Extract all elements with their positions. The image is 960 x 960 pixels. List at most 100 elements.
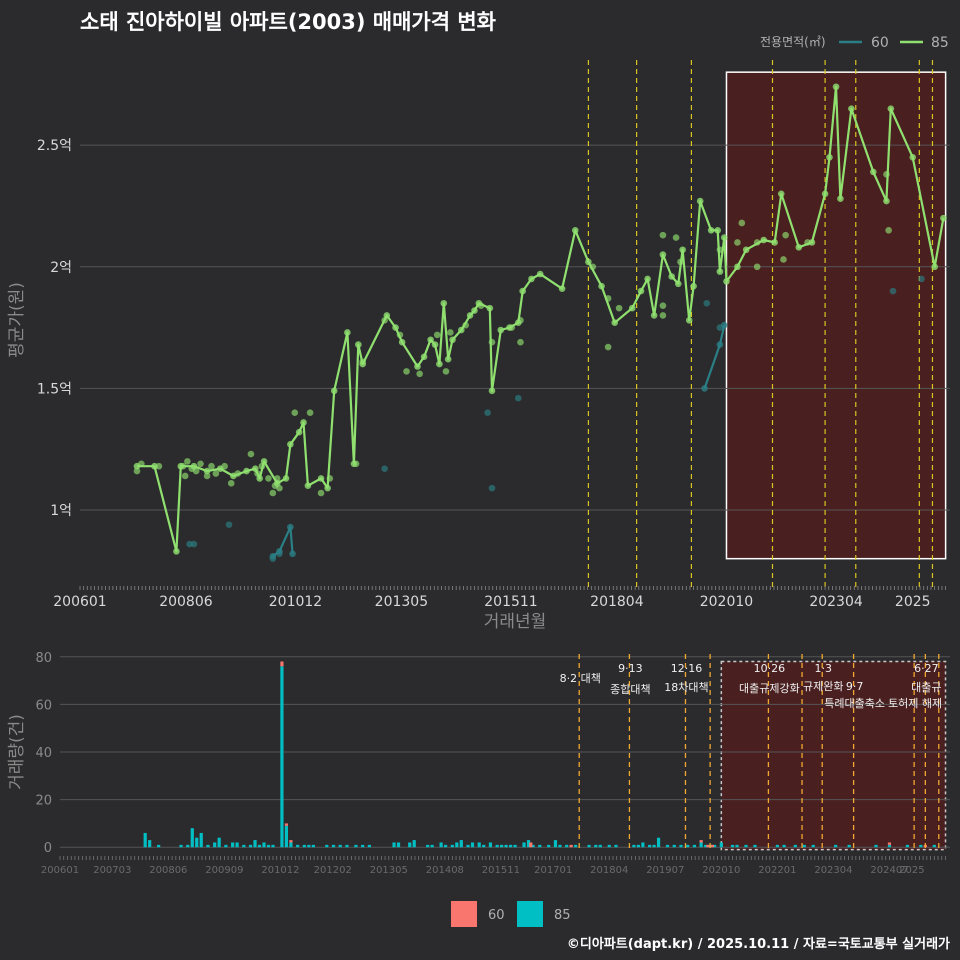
line-point-85 [431,341,439,348]
bar-85 [513,844,517,848]
bar-85 [607,844,611,848]
legend-bottom-label-60: 60 [488,908,505,923]
bar-85 [459,840,463,848]
x-tick-label: 200601 [41,865,79,876]
line-point-85 [330,387,338,395]
point-85 [604,343,612,351]
y-tick-label: 2억 [50,260,72,276]
x-tick-label: 201511 [484,594,537,610]
point-85 [615,304,623,312]
bar-85 [713,844,717,848]
bar-85 [179,844,183,848]
bar-85 [262,842,266,848]
bar-60 [284,823,289,826]
line-point-60 [701,385,708,392]
bar-85 [744,844,748,848]
point-85 [317,489,325,497]
x-tick-label: 201907 [646,865,684,876]
y-tick-label: 40 [35,746,52,761]
line-point-85 [519,287,526,295]
bar-85 [439,842,443,848]
x-tick-label: 202304 [809,594,863,610]
line-point-85 [668,273,675,280]
line-point-85 [742,246,750,254]
y-axis-title: 평균가(원) [7,282,27,358]
point-85 [184,458,191,465]
bar-85 [199,832,203,848]
point-85 [734,239,741,246]
bar-85 [296,844,300,848]
y-axis-title: 거래량(건) [7,714,27,790]
line-point-85 [449,336,456,344]
policy-date-label: 10·26 [754,662,786,675]
line-point-85 [707,226,715,234]
bar-85 [495,844,499,848]
line-point-85 [444,355,452,363]
bar-85 [186,844,190,848]
legend-swatch-85 [517,901,543,927]
line-point-85 [826,154,833,161]
bar-85 [242,844,246,848]
policy-name-label: 규제완화 [803,680,843,693]
x-tick-label: 201305 [370,865,408,876]
bar-85 [793,844,797,848]
line-point-85 [696,197,704,205]
line-point-85 [690,282,697,290]
line-point-85 [832,83,840,91]
bar-85 [522,842,526,848]
bar-85 [338,844,342,848]
line-point-85 [282,475,290,482]
bar-60 [706,844,710,848]
line-point-85 [837,195,844,202]
bar-85 [775,844,779,848]
point-60 [225,521,233,528]
bar-85 [692,844,697,848]
bar-85 [811,844,815,848]
point-85 [517,338,524,346]
bar-85 [443,844,448,848]
line-point-85 [359,360,366,368]
line-point-60 [716,341,724,348]
line-point-85 [720,234,728,241]
bar-85 [311,844,315,848]
line-point-85 [350,460,358,468]
line-point-85 [821,190,829,198]
bottom-legend: 60 85 [451,901,571,927]
line-point-85 [685,316,693,324]
bar-85 [614,844,618,848]
point-85 [181,472,189,480]
bar-85 [699,842,703,848]
policy-name-label: 대출규제강화 [739,682,800,695]
bar-85 [802,844,806,848]
x-tick-label: 202010 [700,594,753,610]
point-85 [203,472,211,480]
point-85 [753,263,761,271]
x-tick-label: 202201 [758,865,796,876]
line-point-85 [471,307,478,314]
line-point-85 [723,278,730,285]
line-point-60 [269,552,277,560]
bar-85 [224,844,228,848]
x-axis-title: 거래년월 [484,612,547,632]
bar-85 [504,844,508,848]
bar-85 [932,844,936,848]
x-tick-label: 201012 [269,594,322,610]
line-point-85 [324,484,331,492]
line-point-85 [674,280,682,288]
line-point-85 [440,299,448,307]
line-point-85 [514,319,522,327]
top-legend: 전용면적(㎡) 60 85 [760,35,949,51]
bar-60 [699,840,703,843]
bar-85 [470,842,475,848]
point-85 [291,409,299,417]
bar-85 [195,837,199,848]
line-point-85 [644,275,651,283]
bar-85 [704,844,708,848]
bar-85 [231,842,235,848]
bar-85 [257,844,262,848]
line-point-85 [869,168,877,176]
line-point-85 [931,263,938,271]
line-point-85 [659,251,667,258]
bar-85 [143,832,147,848]
bar-60 [710,844,714,848]
